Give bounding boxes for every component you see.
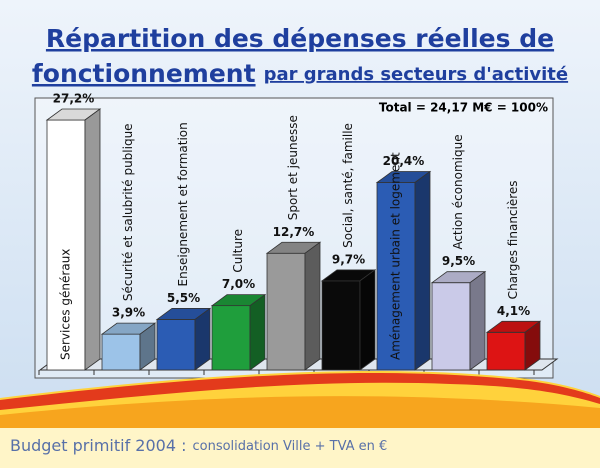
- category-label: Charges financières: [506, 180, 520, 299]
- value-label: 5,5%: [167, 291, 200, 305]
- title-main: fonctionnement: [32, 59, 256, 88]
- bars: 27,2% Services généraux 3,9% Sécurité et sa…: [38, 92, 559, 375]
- bar: [211, 305, 251, 371]
- footer-main: Budget primitif 2004 :: [10, 436, 186, 455]
- value-label: 9,5%: [442, 254, 475, 268]
- footer-rest: consolidation Ville + TVA en €: [192, 439, 387, 454]
- bar-side: [84, 108, 101, 371]
- bar-side: [139, 322, 156, 371]
- category-label: Aménagement urbain et logement: [389, 152, 403, 360]
- title-line: Répartition des dépenses réelles de: [46, 24, 554, 53]
- title-line: fonctionnement par grands secteurs d'acti…: [32, 59, 568, 88]
- footer: Budget primitif 2004 : consolidation Vill…: [10, 436, 387, 455]
- bar: [101, 333, 141, 371]
- title-rest: par grands secteurs d'activité: [264, 64, 569, 85]
- value-label: 9,7%: [332, 252, 365, 266]
- bar-side: [359, 269, 376, 371]
- value-label: 4,1%: [497, 304, 530, 318]
- category-label: Enseignement et formation: [176, 122, 190, 286]
- swoosh: [0, 372, 600, 410]
- value-label: 7,0%: [222, 277, 255, 291]
- category-label: Sécurité et salubrité publique: [121, 123, 135, 301]
- bar: [486, 331, 526, 371]
- bar-side: [249, 293, 266, 371]
- category-label: Sport et jeunesse: [286, 115, 300, 220]
- bar: [156, 319, 196, 371]
- bar-side: [194, 307, 211, 371]
- swoosh: [0, 396, 600, 430]
- bar: [376, 182, 416, 371]
- annotation: Total = 24,17 M€ = 100%: [379, 101, 548, 115]
- bar: [46, 119, 86, 371]
- value-label: 12,7%: [273, 225, 315, 239]
- category-label: Services généraux: [59, 249, 73, 360]
- value-label: 3,9%: [112, 306, 145, 320]
- category-label: Action économique: [451, 134, 465, 249]
- value-label: 27,2%: [53, 92, 95, 106]
- bar-side: [414, 170, 431, 371]
- category-label: Culture: [231, 229, 245, 273]
- footer-band: [0, 428, 600, 468]
- value-label: 20,4%: [383, 154, 425, 168]
- bar-side: [469, 270, 486, 371]
- bar: [266, 252, 306, 371]
- bar-side: [304, 241, 321, 371]
- bar-side: [524, 320, 541, 371]
- bar: [321, 280, 361, 371]
- category-label: Social, santé, famille: [341, 123, 355, 248]
- bar: [431, 282, 471, 371]
